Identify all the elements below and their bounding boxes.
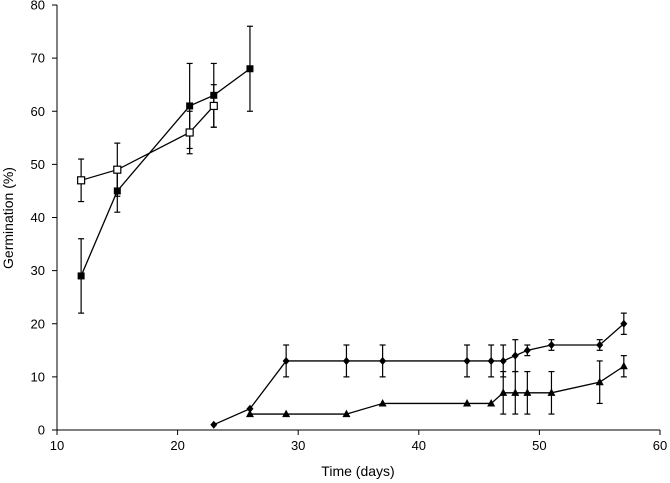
data-point	[209, 101, 218, 111]
data-point	[185, 128, 194, 137]
series-line	[213, 323, 625, 426]
x-tick-label: 50	[532, 438, 546, 453]
data-point	[77, 272, 85, 280]
data-point	[282, 356, 290, 365]
data-point	[547, 388, 556, 396]
data-point	[595, 377, 604, 386]
data-point	[246, 404, 254, 413]
data-point	[113, 165, 122, 174]
x-tick-label: 40	[412, 438, 426, 453]
y-axis-title: Germination (%)	[0, 167, 16, 269]
y-tick-label: 60	[31, 104, 45, 119]
y-tick-label: 10	[31, 369, 45, 384]
series-open-square	[77, 84, 218, 203]
x-tick-label: 20	[170, 438, 184, 453]
data-point	[499, 356, 507, 365]
data-point	[463, 356, 471, 365]
y-tick-label: 50	[31, 157, 45, 172]
data-point	[511, 388, 520, 396]
x-tick-label: 30	[291, 438, 305, 453]
y-tick-label: 20	[31, 316, 45, 331]
data-point	[378, 398, 387, 407]
data-point	[487, 356, 495, 365]
data-point	[511, 351, 519, 360]
data-point	[186, 102, 194, 110]
data-point	[620, 319, 628, 328]
data-point	[77, 176, 86, 185]
axes: 0 10 20 30 40 50 60 70 80 10 20 30 40 50 60	[31, 0, 668, 453]
x-tick-label: 60	[653, 438, 667, 453]
data-point	[596, 341, 604, 349]
data-point	[342, 409, 351, 418]
x-tick-label: 10	[50, 438, 64, 453]
data-point	[499, 388, 508, 396]
data-point	[246, 65, 254, 73]
x-axis-title: Time (days)	[321, 463, 394, 479]
data-point	[245, 409, 254, 418]
data-point	[342, 356, 350, 365]
data-point	[487, 398, 496, 407]
data-point	[523, 346, 531, 355]
data-point	[210, 420, 218, 429]
series-filled-square	[77, 25, 254, 314]
data-point	[282, 409, 291, 418]
y-tick-label: 40	[31, 210, 45, 225]
data-point	[547, 341, 555, 349]
y-tick-label: 0	[38, 423, 45, 438]
data-point	[463, 398, 472, 407]
data-point	[619, 361, 628, 370]
series-line	[80, 105, 215, 181]
y-tick-label: 30	[31, 263, 45, 278]
series-line	[249, 365, 625, 415]
y-tick-label: 80	[31, 0, 45, 13]
y-tick-label: 70	[31, 51, 45, 66]
series-filled-triangle	[245, 355, 628, 418]
series-layer	[77, 25, 628, 429]
data-point	[379, 356, 387, 365]
data-point	[523, 388, 532, 396]
series-filled-diamond	[210, 312, 628, 429]
